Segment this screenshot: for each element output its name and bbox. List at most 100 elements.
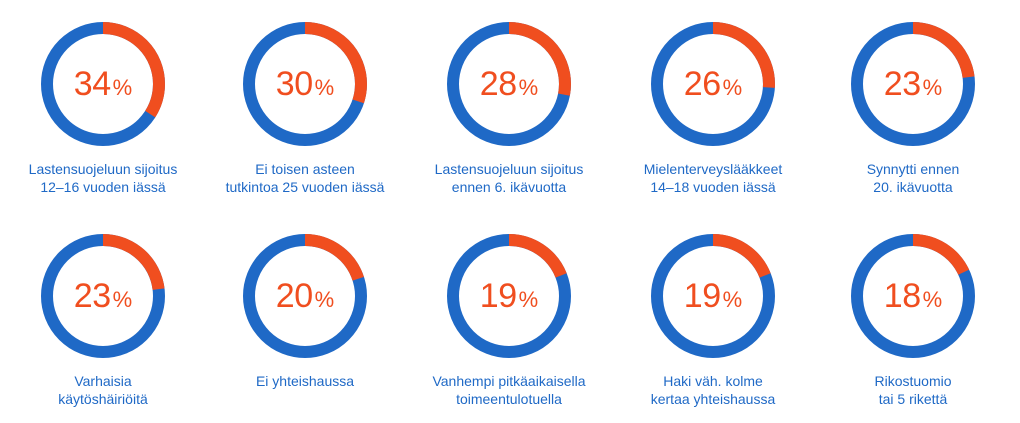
donut-value-arc	[41, 234, 165, 358]
label-line: Lastensuojeluun sijoitus	[28, 161, 178, 177]
donut-value-number: 20	[275, 276, 313, 315]
donut: 18%	[849, 232, 977, 360]
donut-item: 19% Haki väh. kolme kertaa yhteishaussa	[608, 212, 808, 412]
donut-value-arc	[447, 22, 571, 146]
donut-category-label: Ei yhteishaussa	[190, 372, 420, 390]
donut-value-label: 19%	[445, 232, 573, 360]
donut-value-label: 28%	[445, 20, 573, 148]
label-line: Rikostuomio	[874, 373, 952, 389]
label-line: tutkintoa 25 vuoden iässä	[225, 179, 385, 195]
donut-value-label: 30%	[241, 20, 369, 148]
donut-value-label: 20%	[241, 232, 369, 360]
donut: 34%	[39, 20, 167, 148]
donut-value-label: 19%	[649, 232, 777, 360]
donut-svg	[447, 22, 571, 146]
donut: 19%	[445, 232, 573, 360]
percent-sign: %	[922, 75, 943, 100]
donut-svg	[651, 234, 775, 358]
donut-item: 23% Synnytti ennen 20. ikävuotta	[808, 0, 1008, 200]
label-line: ennen 6. ikävuotta	[451, 179, 567, 195]
donut-svg	[651, 22, 775, 146]
donut-item: 18% Rikostuomio tai 5 rikettä	[808, 212, 1008, 412]
percent-sign: %	[112, 287, 133, 312]
label-line: Varhaisia	[74, 373, 132, 389]
label-line: Synnytti ennen	[866, 161, 960, 177]
donut-category-label: Mielenterveyslääkkeet 14–18 vuoden iässä	[598, 160, 828, 196]
donut-category-label: Vanhempi pitkäaikaisella toimeentulotuell…	[394, 372, 624, 408]
donut-value-label: 26%	[649, 20, 777, 148]
donut-category-label: Lastensuojeluun sijoitus 12–16 vuoden iäs…	[0, 160, 218, 196]
donut-value-arc	[243, 234, 367, 358]
percent-sign: %	[518, 75, 539, 100]
donut-value-arc	[447, 234, 571, 358]
donut-value-arc	[243, 22, 367, 146]
donut: 26%	[649, 20, 777, 148]
donut-item: 26% Mielenterveyslääkkeet 14–18 vuoden iäs…	[608, 0, 808, 200]
donut-value-number: 26	[683, 64, 721, 103]
label-line: 14–18 vuoden iässä	[650, 179, 776, 195]
label-line: kertaa yhteishaussa	[650, 391, 776, 407]
donut-category-label: Synnytti ennen 20. ikävuotta	[798, 160, 1020, 196]
donut-value-number: 34	[73, 64, 111, 103]
donut-svg	[851, 22, 975, 146]
donut-value-number: 19	[683, 276, 721, 315]
donut-item: 30% Ei toisen asteen tutkintoa 25 vuoden i…	[200, 0, 400, 200]
donut-value-arc	[651, 22, 775, 146]
donut: 28%	[445, 20, 573, 148]
donut-value-number: 18	[883, 276, 921, 315]
donut-category-label: Lastensuojeluun sijoitus ennen 6. ikävuot…	[394, 160, 624, 196]
donut-svg	[41, 234, 165, 358]
donut-value-label: 23%	[39, 232, 167, 360]
donut-value-number: 30	[275, 64, 313, 103]
label-line: tai 5 rikettä	[878, 391, 948, 407]
percent-sign: %	[722, 75, 743, 100]
donut-category-label: Haki väh. kolme kertaa yhteishaussa	[598, 372, 828, 408]
donut: 23%	[39, 232, 167, 360]
label-line: Ei toisen asteen	[255, 161, 355, 177]
donut-value-label: 18%	[849, 232, 977, 360]
donut-svg	[243, 22, 367, 146]
donut-value-number: 19	[479, 276, 517, 315]
percent-sign: %	[722, 287, 743, 312]
donut-svg	[851, 234, 975, 358]
donut-value-number: 28	[479, 64, 517, 103]
donut-value-label: 23%	[849, 20, 977, 148]
donut-svg	[41, 22, 165, 146]
label-line: Ei yhteishaussa	[255, 373, 355, 389]
donut-value-number: 23	[73, 276, 111, 315]
percent-sign: %	[314, 75, 335, 100]
donut: 30%	[241, 20, 369, 148]
donut: 23%	[849, 20, 977, 148]
donut-category-label: Ei toisen asteen tutkintoa 25 vuoden iäss…	[190, 160, 420, 196]
label-line: Mielenterveyslääkkeet	[643, 161, 783, 177]
donut-item: 23% Varhaisia käytöshäiriöitä	[0, 212, 198, 412]
label-line: 12–16 vuoden iässä	[40, 179, 166, 195]
donut-value-arc	[41, 22, 165, 146]
donut-item: 28% Lastensuojeluun sijoitus ennen 6. ikäv…	[404, 0, 604, 200]
donut-value-arc	[651, 234, 775, 358]
donut: 19%	[649, 232, 777, 360]
label-line: Lastensuojeluun sijoitus	[434, 161, 584, 177]
donut-svg	[447, 234, 571, 358]
percent-sign: %	[314, 287, 335, 312]
donut-item: 20% Ei yhteishaussa	[200, 212, 400, 412]
donut-value-number: 23	[883, 64, 921, 103]
donut-item: 19% Vanhempi pitkäaikaisella toimeentulotu…	[404, 212, 604, 412]
label-line: Haki väh. kolme	[663, 373, 763, 389]
donut-value-label: 34%	[39, 20, 167, 148]
label-line: Vanhempi pitkäaikaisella	[432, 373, 586, 389]
percent-sign: %	[518, 287, 539, 312]
donut-svg	[243, 234, 367, 358]
donut: 20%	[241, 232, 369, 360]
percent-sign: %	[112, 75, 133, 100]
label-line: toimeentulotuella	[456, 391, 562, 407]
donut-value-arc	[851, 234, 975, 358]
label-line: 20. ikävuotta	[873, 179, 953, 195]
donut-item: 34% Lastensuojeluun sijoitus 12–16 vuoden …	[0, 0, 198, 200]
percent-sign: %	[922, 287, 943, 312]
donut-category-label: Rikostuomio tai 5 rikettä	[798, 372, 1020, 408]
label-line: käytöshäiriöitä	[58, 391, 148, 407]
donut-value-arc	[851, 22, 975, 146]
donut-category-label: Varhaisia käytöshäiriöitä	[0, 372, 218, 408]
